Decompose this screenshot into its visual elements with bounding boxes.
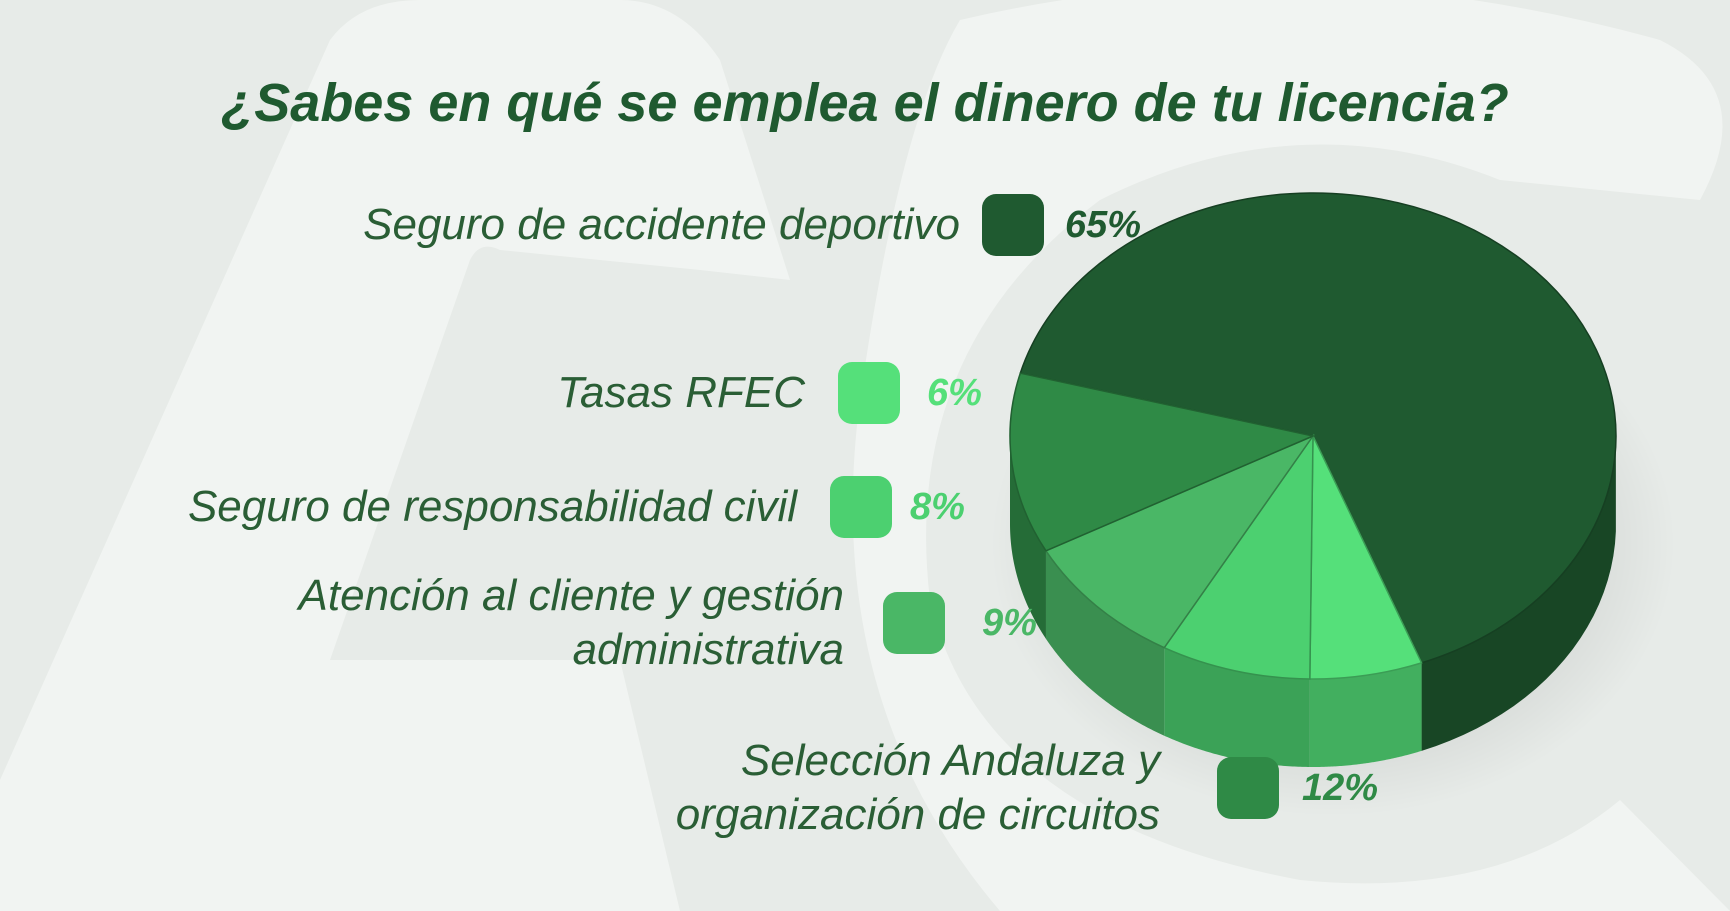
pie-slice-side	[1045, 550, 1165, 736]
pie-slice	[1009, 372, 1316, 552]
legend-label: Tasas RFEC	[557, 368, 805, 417]
legend-label: Seguro de accidente deportivo	[363, 200, 960, 249]
legend-label: Atención al cliente y gestión administra…	[298, 571, 844, 674]
legend-label: Seguro de responsabilidad civil	[187, 482, 797, 531]
value-label: 65%	[1065, 204, 1142, 246]
pie-slice	[1019, 192, 1617, 664]
pie-slice-side	[1309, 662, 1422, 767]
legend-swatch	[1217, 757, 1279, 819]
legend-swatch	[830, 476, 892, 538]
pie-slice-side	[1421, 443, 1616, 751]
pie	[990, 192, 1676, 817]
chart-title: ¿Sabes en qué se emplea el dinero de tu …	[221, 73, 1509, 133]
legend-swatch	[838, 362, 900, 424]
value-label: 8%	[910, 486, 965, 528]
value-label: 9%	[982, 602, 1037, 644]
pie-slice	[1044, 434, 1316, 649]
pie-slice-side	[1010, 436, 1046, 639]
legend-swatch	[883, 592, 945, 654]
value-label: 6%	[927, 372, 982, 414]
legend-label: Selección Andaluza y organización de cir…	[675, 736, 1160, 839]
value-label: 12%	[1302, 767, 1379, 809]
pie-slice	[1163, 433, 1314, 680]
legend-swatch	[982, 194, 1044, 256]
